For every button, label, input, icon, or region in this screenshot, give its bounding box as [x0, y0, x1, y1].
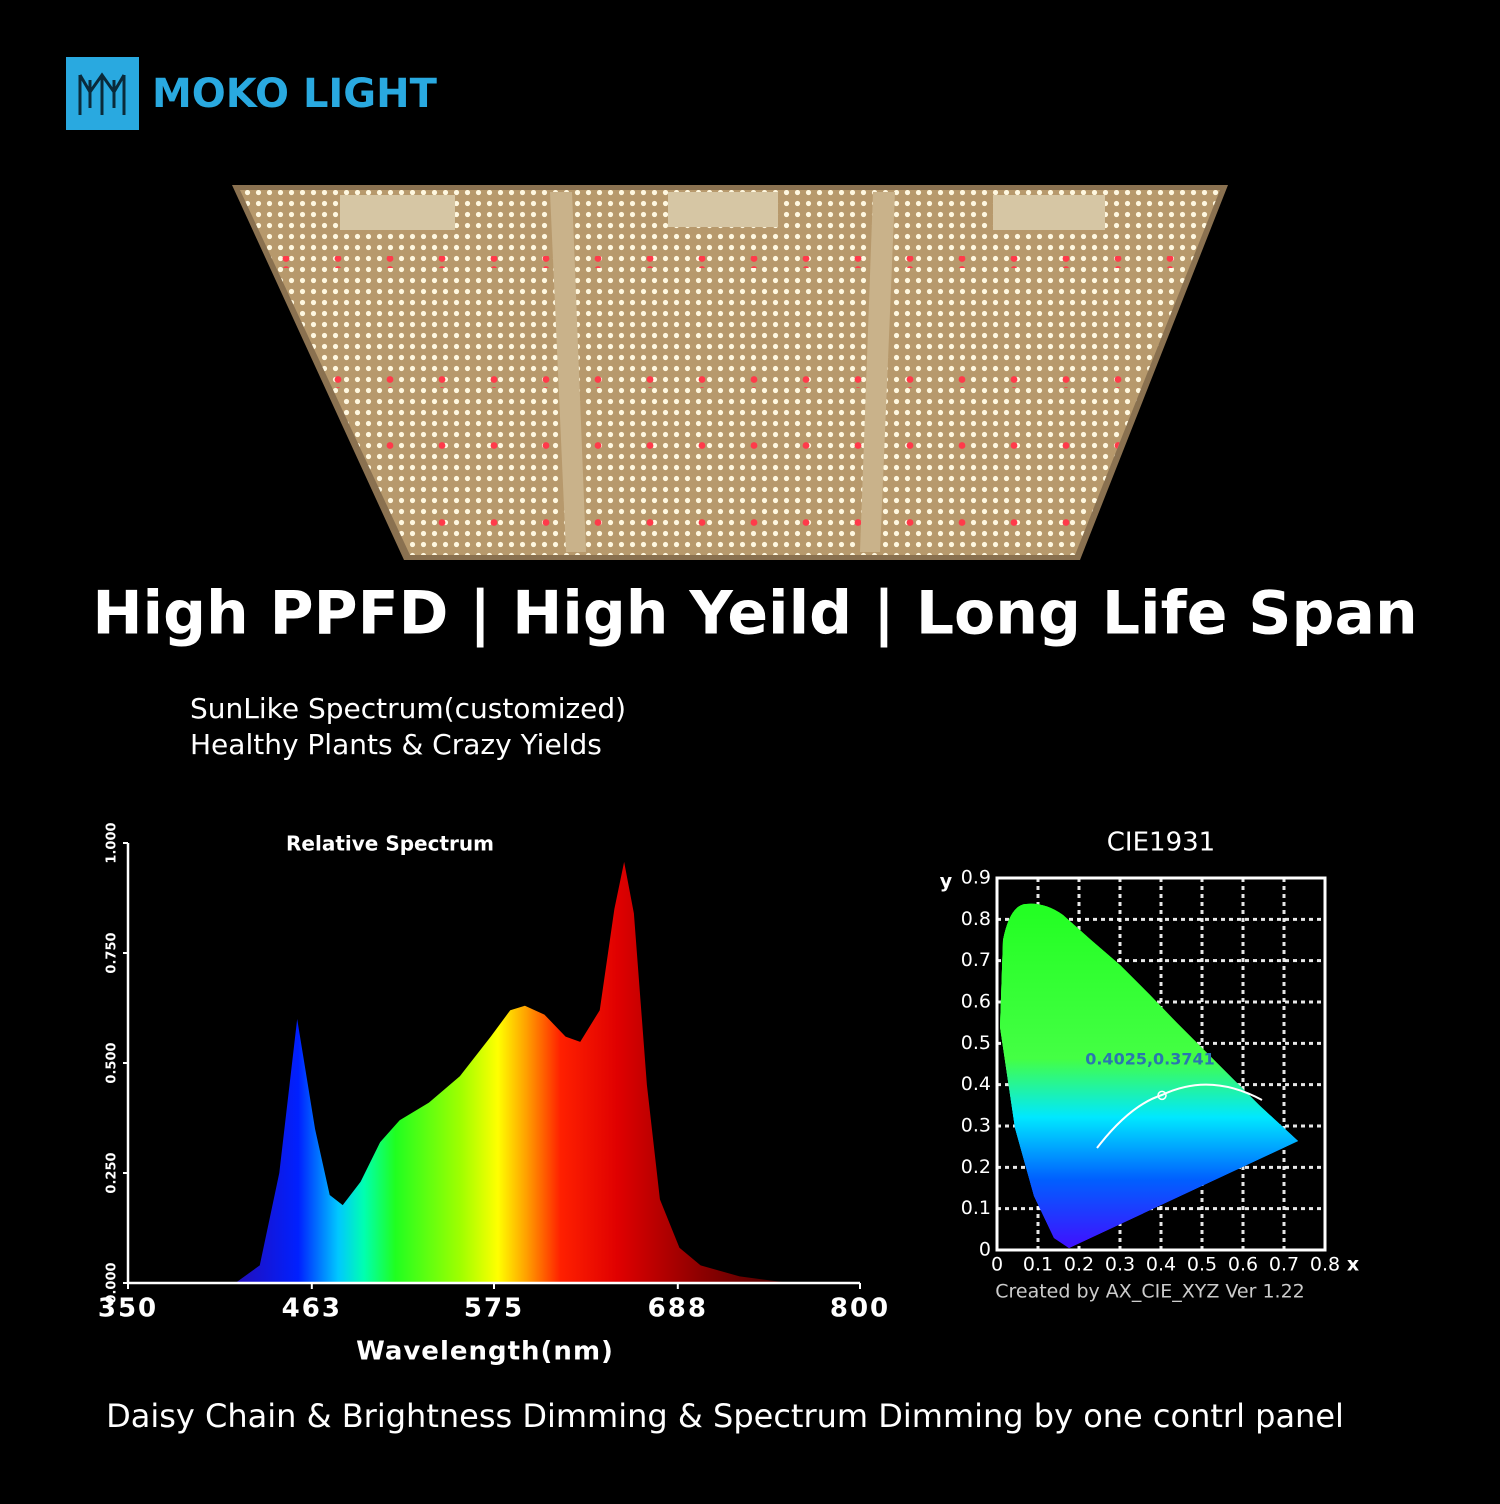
y-tick-label: 0	[979, 1239, 991, 1261]
x-tick-label: 0.6	[1228, 1254, 1258, 1276]
x-tick-label: 0.7	[1269, 1254, 1299, 1276]
headline: High PPFD | High Yeild | Long Life Span	[92, 579, 1417, 649]
y-tick-label: 0.750	[105, 932, 120, 973]
cie-gamut	[1000, 903, 1298, 1248]
x-tick-label: 0.5	[1187, 1254, 1217, 1276]
logo	[66, 57, 139, 130]
brand: MOKO LIGHT	[152, 71, 438, 117]
subline: Healthy Plants & Crazy Yields	[190, 728, 602, 761]
x-tick-label: 0.3	[1105, 1254, 1135, 1276]
point	[1157, 1090, 1167, 1101]
x-tick-label: 688	[648, 1294, 708, 1324]
note: Created by AX_CIE_XYZ Ver 1.22	[995, 1281, 1305, 1303]
x-tick-label: 0.4	[1146, 1254, 1176, 1276]
subline: SunLike Spectrum(customized)	[190, 692, 626, 725]
x-tick-label: 350	[98, 1294, 158, 1324]
x-tick-label: 0.8	[1310, 1254, 1340, 1276]
y-tick-label: 0.1	[961, 1197, 991, 1219]
x-tick-label: 0.1	[1023, 1254, 1053, 1276]
y-tick-label: 0.6	[961, 991, 991, 1013]
y-tick-label: 0.8	[961, 908, 991, 930]
x-axis-label: Wavelength(nm)	[356, 1337, 614, 1367]
y-tick-label: 0.2	[961, 1156, 991, 1178]
x-tick-label: 575	[464, 1294, 524, 1324]
y-tick-label: 0.500	[105, 1042, 120, 1083]
footer: Daisy Chain & Brightness Dimming & Spect…	[106, 1397, 1344, 1435]
x-tick-label: 0.2	[1064, 1254, 1094, 1276]
y-tick-label: 0.9	[961, 867, 991, 889]
y-tick-label: 0.7	[961, 949, 991, 971]
plot-frame	[995, 876, 1327, 1252]
x-tick-label: 800	[830, 1294, 890, 1324]
light-panel	[232, 185, 1228, 560]
y-tick-label: 1.000	[105, 822, 120, 863]
spectrum-area	[235, 861, 791, 1283]
y-axis-label: y	[940, 871, 953, 893]
y-tick-label: 0.000	[105, 1262, 120, 1303]
y-tick-label: 0.250	[105, 1152, 120, 1193]
chart-title: Relative Spectrum	[286, 832, 494, 856]
x-axis-label: x	[1347, 1254, 1359, 1276]
x-tick-label: 0	[991, 1254, 1003, 1276]
y-tick-label: 0.4	[961, 1073, 991, 1095]
y-tick-label: 0.3	[961, 1115, 991, 1137]
annotation: 0.4025,0.3741	[1085, 1050, 1215, 1069]
y-tick-label: 0.5	[961, 1032, 991, 1054]
chart-title: CIE1931	[1107, 828, 1215, 858]
x-tick-label: 463	[282, 1294, 342, 1324]
